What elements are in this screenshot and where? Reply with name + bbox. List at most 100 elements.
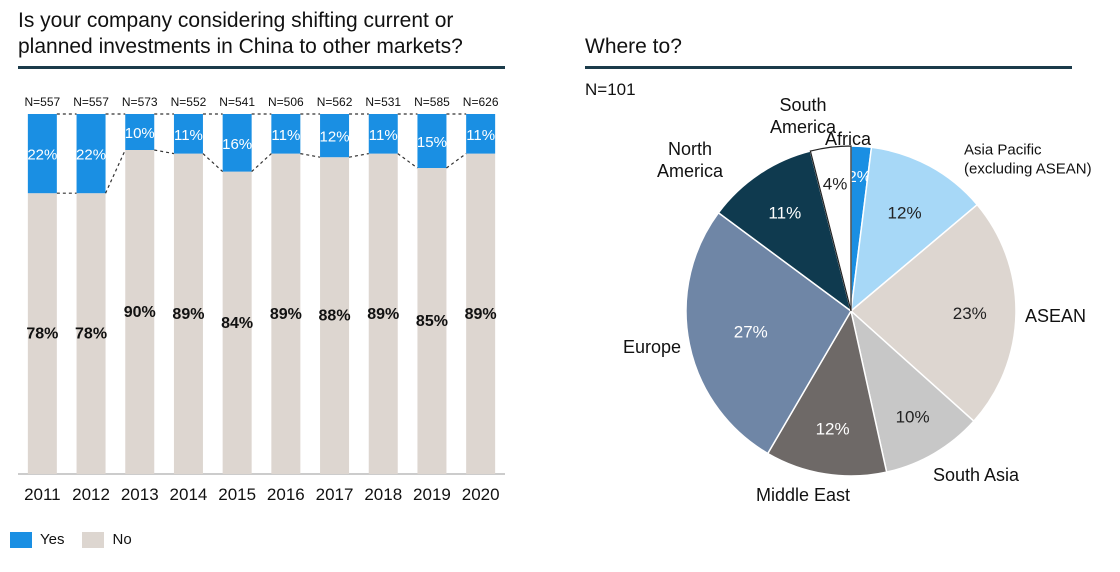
bar-yes-2014 <box>173 114 203 154</box>
bar-tick-label-2020: 2020 <box>462 485 500 504</box>
bar-yes-2018 <box>368 114 398 154</box>
pie-category-label-6-1: America <box>657 161 724 181</box>
bar-n-label-2020: N=626 <box>463 95 499 109</box>
pie-slice-europe <box>685 211 852 455</box>
bar-no-2017 <box>320 157 350 474</box>
bar-tick-label-2013: 2013 <box>121 485 159 504</box>
bar-label-no-2013: 90% <box>124 304 156 321</box>
bar-label-yes-2011: 22% <box>27 147 57 164</box>
legend-label-yes: Yes <box>40 531 65 548</box>
pie-slice-asean <box>849 203 1017 423</box>
pie-category-label-1-0: Asia Pacific <box>964 142 1042 159</box>
bar-n-label-2018: N=531 <box>365 95 401 109</box>
bar-tick-label-2017: 2017 <box>316 485 354 504</box>
pie-value-label-1: 12% <box>888 203 922 222</box>
bar-yes-2012 <box>76 114 106 194</box>
bar-label-no-2020: 89% <box>465 306 497 323</box>
pie-category-label-5-0: Europe <box>623 337 681 357</box>
bar-chart: 22% 78% N=557 2011 22% 78% N=557 2012 10% 90% N=57… <box>18 95 505 504</box>
bar-no-2016 <box>271 153 301 474</box>
bar-title-rule <box>18 66 505 69</box>
pie-category-label-2-0: ASEAN <box>1025 306 1086 326</box>
pie-slice-middle-east <box>766 308 888 477</box>
bar-no-2018 <box>368 153 398 474</box>
bar-label-no-2015: 84% <box>221 315 253 332</box>
pie-title-rule <box>585 66 1072 69</box>
pie-chart: 2% Africa 12% Asia Pacific (excluding ASEAN)… <box>623 95 1092 505</box>
bar-yes-2016 <box>271 114 301 154</box>
bar-label-yes-2015: 16% <box>222 136 252 153</box>
pie-slice-south-asia <box>849 308 975 473</box>
bar-label-no-2016: 89% <box>270 306 302 323</box>
pie-value-label-5: 27% <box>734 323 768 342</box>
bar-n-label-2013: N=573 <box>122 95 158 109</box>
pie-category-label-0-0: Africa <box>825 129 872 149</box>
bar-connector-no-2 <box>154 149 175 155</box>
bar-tick-label-2018: 2018 <box>364 485 402 504</box>
pie-category-label-6-0: North <box>668 139 712 159</box>
bar-no-2013 <box>125 150 155 474</box>
bar-no-2014 <box>173 153 203 474</box>
bar-connector-no-4 <box>251 153 272 173</box>
bar-yes-2013 <box>125 114 155 150</box>
legend-label-no: No <box>112 531 132 548</box>
bar-tick-label-2019: 2019 <box>413 485 451 504</box>
bar-n-label-2019: N=585 <box>414 95 450 109</box>
bar-connector-no-5 <box>300 153 321 158</box>
pie-category-label-1-1: (excluding ASEAN) <box>964 161 1092 178</box>
pie-value-label-7: 4% <box>823 174 848 193</box>
bar-tick-label-2011: 2011 <box>24 485 61 504</box>
bar-label-no-2014: 89% <box>172 306 204 323</box>
bar-tick-label-2016: 2016 <box>267 485 305 504</box>
pie-category-label-4-0: Middle East <box>756 485 850 505</box>
bar-n-label-2016: N=506 <box>268 95 304 109</box>
bar-tick-label-2015: 2015 <box>218 485 256 504</box>
legend-item-yes: Yes <box>10 531 64 548</box>
bar-label-yes-2019: 15% <box>417 134 447 151</box>
bar-chart-title: Is your company considering shifting cur… <box>18 9 463 58</box>
bar-yes-2011 <box>27 114 57 194</box>
bar-connector-no-1 <box>105 149 126 194</box>
bar-n-label-2014: N=552 <box>171 95 207 109</box>
bar-yes-2017 <box>320 114 350 158</box>
bar-n-label-2017: N=562 <box>317 95 353 109</box>
pie-category-label-3-0: South Asia <box>933 465 1020 485</box>
bar-tick-label-2012: 2012 <box>72 485 110 504</box>
legend-item-no: No <box>82 531 132 548</box>
bar-label-no-2017: 88% <box>319 308 351 325</box>
bar-connector-no-7 <box>397 153 418 169</box>
bar-yes-2020 <box>466 114 496 154</box>
bar-connector-no-6 <box>348 153 369 158</box>
bar-no-2012 <box>76 193 106 474</box>
pie-value-label-4: 12% <box>816 419 850 438</box>
pie-slice-asia-pacific-excluding-asean- <box>850 146 979 313</box>
bar-no-2020 <box>466 153 496 474</box>
bar-label-yes-2018: 11% <box>369 127 398 144</box>
bar-yes-2015 <box>222 114 252 172</box>
pie-slice-north-america <box>717 150 853 313</box>
bar-label-yes-2016: 11% <box>271 127 300 144</box>
bar-connector-no-8 <box>446 153 467 169</box>
pie-slice-south-america <box>809 145 852 312</box>
bar-label-yes-2013: 10% <box>125 125 155 142</box>
bar-label-no-2018: 89% <box>367 306 399 323</box>
chart-legend: Yes No <box>10 531 150 548</box>
bar-label-yes-2012: 22% <box>76 147 106 164</box>
bar-no-2011 <box>27 193 57 474</box>
bar-yes-2019 <box>417 114 447 168</box>
bar-n-label-2015: N=541 <box>219 95 255 109</box>
bar-label-yes-2014: 11% <box>174 127 203 144</box>
legend-swatch-no <box>82 531 105 548</box>
pie-category-label-7-1: America <box>770 117 837 137</box>
bar-no-2019 <box>417 168 447 474</box>
legend-swatch-yes <box>10 531 32 548</box>
pie-value-label-6: 11% <box>768 203 801 222</box>
bar-no-2015 <box>222 171 252 474</box>
pie-sample-size: N=101 <box>585 80 636 99</box>
bar-n-label-2012: N=557 <box>73 95 109 109</box>
bar-label-no-2012: 78% <box>75 326 107 343</box>
pie-category-label-7-0: South <box>779 95 826 115</box>
bar-connector-no-3 <box>202 153 224 173</box>
pie-value-label-0: 2% <box>848 169 871 186</box>
bar-label-yes-2020: 11% <box>466 127 495 144</box>
